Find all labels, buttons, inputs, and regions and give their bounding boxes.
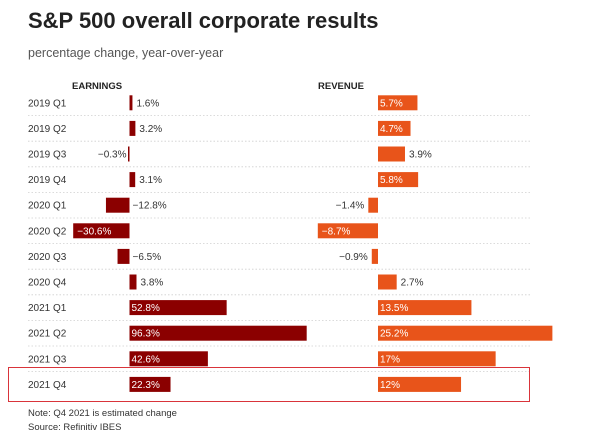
revenue-data-label: −0.9%: [339, 252, 368, 263]
earnings-data-label: −0.3%: [98, 150, 127, 161]
earnings-bar: [117, 248, 130, 264]
earnings-bar: [129, 300, 227, 316]
revenue-data-label: −8.7%: [322, 226, 351, 237]
earnings-bar: [129, 325, 307, 341]
earnings-bar: [129, 376, 171, 392]
category-label: 2020 Q2: [28, 226, 67, 237]
earnings-data-label: 1.6%: [136, 98, 159, 109]
earnings-bar: [129, 95, 133, 111]
highlight-box: [8, 367, 530, 402]
earnings-data-label: 3.1%: [139, 175, 162, 186]
category-label: 2021 Q3: [28, 354, 67, 365]
category-label: 2020 Q1: [28, 201, 67, 212]
revenue-data-label: 13.5%: [380, 303, 408, 314]
earnings-data-label: 96.3%: [132, 329, 160, 340]
revenue-bar: [378, 300, 472, 316]
earnings-data-label: 42.6%: [132, 354, 160, 365]
earnings-bar: [129, 120, 136, 136]
revenue-data-label: 5.7%: [380, 98, 403, 109]
revenue-bar: [378, 95, 418, 111]
revenue-bar: [378, 120, 411, 136]
earnings-data-label: 52.8%: [132, 303, 160, 314]
earnings-data-label: −30.6%: [77, 226, 111, 237]
category-label: 2019 Q2: [28, 124, 67, 135]
earnings-bar: [73, 223, 130, 239]
revenue-data-label: 12%: [380, 380, 400, 391]
revenue-data-label: 2.7%: [401, 278, 424, 289]
revenue-data-label: 5.8%: [380, 175, 403, 186]
earnings-bar: [105, 197, 130, 213]
earnings-data-label: 22.3%: [132, 380, 160, 391]
category-label: 2021 Q1: [28, 303, 67, 314]
earnings-bar: [128, 146, 130, 162]
earnings-data-label: −12.8%: [133, 201, 167, 212]
earnings-bar: [129, 172, 136, 188]
category-label: 2021 Q4: [28, 380, 67, 391]
revenue-data-label: 4.7%: [380, 124, 403, 135]
earnings-bar: [129, 351, 208, 367]
revenue-bar: [378, 172, 419, 188]
series-header-earnings: EARNINGS: [72, 81, 122, 92]
category-label: 2019 Q1: [28, 98, 67, 109]
revenue-data-label: 25.2%: [380, 329, 408, 340]
series-header-revenue: REVENUE: [318, 81, 364, 92]
category-label: 2021 Q2: [28, 329, 67, 340]
category-label: 2019 Q3: [28, 150, 67, 161]
chart-title: S&P 500 overall corporate results: [28, 8, 379, 33]
revenue-bar: [378, 376, 462, 392]
revenue-bar: [378, 325, 553, 341]
category-label: 2020 Q4: [28, 278, 67, 289]
revenue-bar: [371, 248, 378, 264]
category-label: 2020 Q3: [28, 252, 67, 263]
revenue-bar: [378, 146, 405, 162]
category-label: 2019 Q4: [28, 175, 67, 186]
revenue-bar: [378, 351, 496, 367]
earnings-data-label: 3.2%: [139, 124, 162, 135]
earnings-data-label: −6.5%: [133, 252, 162, 263]
chart-note: Note: Q4 2021 is estimated change: [28, 408, 177, 419]
earnings-data-label: 3.8%: [140, 278, 163, 289]
revenue-data-label: 3.9%: [409, 150, 432, 161]
revenue-data-label: −1.4%: [336, 201, 365, 212]
revenue-bar: [317, 223, 378, 239]
revenue-bar: [368, 197, 378, 213]
revenue-data-label: 17%: [380, 354, 400, 365]
chart-source: Source: Refinitiv IBES: [28, 422, 122, 433]
chart-subtitle: percentage change, year-over-year: [28, 46, 224, 60]
bar-chart: EARNINGS REVENUE 2019 Q1 1.6% 5.7% 2019 Q2 3.2…: [28, 81, 553, 392]
earnings-bar: [129, 274, 137, 290]
revenue-bar: [378, 274, 397, 290]
